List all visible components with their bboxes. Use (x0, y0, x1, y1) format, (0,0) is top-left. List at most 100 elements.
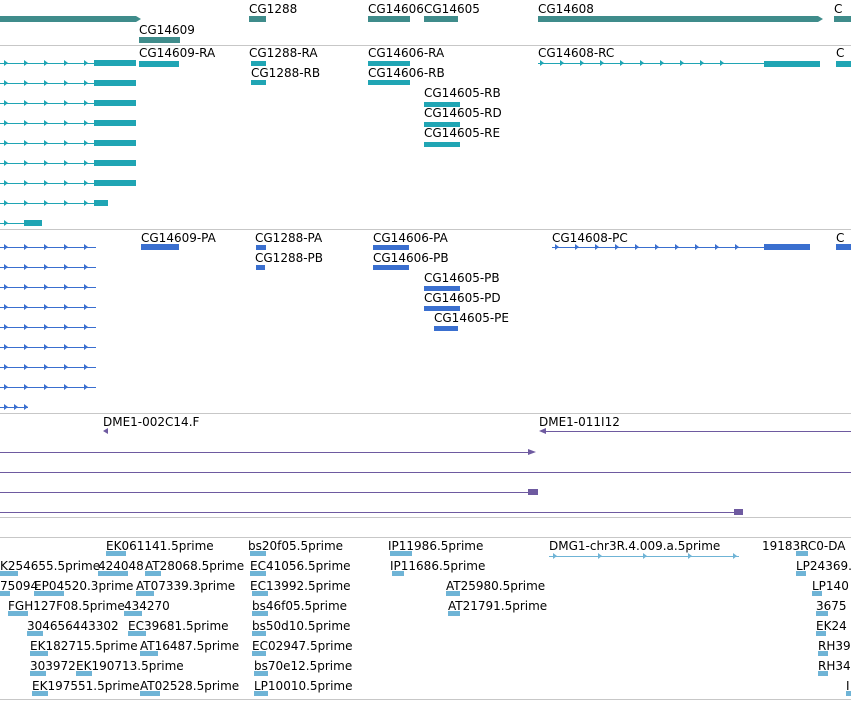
gene-label-cg1288[interactable]: CG1288 (249, 2, 298, 16)
est-label[interactable]: EK197551.5prime (32, 679, 140, 693)
gene-label-cg14608[interactable]: CG14608 (538, 2, 594, 16)
est-label[interactable]: EP04520.3prime (34, 579, 134, 593)
protein-model-cg14605-pe[interactable] (434, 326, 458, 331)
transcript-model-cg14606-rb[interactable] (368, 80, 410, 85)
gene-label-cg14609[interactable]: CG14609 (139, 23, 195, 37)
est-label[interactable]: AT21791.5prime (448, 599, 548, 613)
est-label[interactable]: EK182715.5prime (30, 639, 138, 653)
est-label[interactable]: 304656443302 (27, 619, 119, 633)
transcript-model-cg1288-ra[interactable] (251, 61, 266, 66)
protein-model-cg14606-pb[interactable] (373, 265, 409, 270)
est-label[interactable]: 424048 (98, 559, 144, 573)
protein-model-cg14609-pa[interactable] (141, 244, 179, 250)
transcript-model-cg1288-rb[interactable] (251, 80, 266, 85)
strand-arrow-icon (84, 180, 88, 186)
est-label[interactable]: bs20f05.5prime (248, 539, 344, 553)
transcript-label-cg1288-rb[interactable]: CG1288-RB (251, 66, 321, 80)
transcript-model-cg14605-re[interactable] (424, 142, 460, 147)
gene-bar-cg14608[interactable] (538, 16, 818, 22)
protein-model-cg1288-pb[interactable] (256, 265, 265, 270)
protein-model-cg1288-pa[interactable] (256, 245, 266, 250)
clone-label-dme1-002c14-f[interactable]: DME1-002C14.F (103, 415, 200, 429)
protein-label-cg14606-pb[interactable]: CG14606-PB (373, 251, 449, 265)
protein-label-edge[interactable]: C (836, 231, 845, 245)
protein-model-cg14606-pa[interactable] (373, 245, 409, 250)
protein-model-cg14605-pb[interactable] (424, 286, 460, 291)
transcript-label-cg1288-ra[interactable]: CG1288-RA (249, 46, 318, 60)
est-label[interactable]: bs70e12.5prime (254, 659, 353, 673)
est-label[interactable]: 19183RC0-DA (762, 539, 846, 553)
est-label[interactable]: IP11986.5prime (388, 539, 484, 553)
est-label[interactable]: AT25980.5prime (446, 579, 546, 593)
clone-line[interactable] (0, 512, 734, 513)
est-label[interactable]: bs46f05.5prime (252, 599, 348, 613)
transcript-label-cg14605-rd[interactable]: CG14605-RD (424, 106, 502, 120)
gene-bar-cg14609[interactable] (0, 16, 136, 22)
protein-model-cg14605-pd[interactable] (424, 306, 460, 311)
clone-line-dme1-011i12[interactable] (545, 431, 851, 432)
est-label[interactable]: EC41056.5prime (250, 559, 351, 573)
est-label[interactable]: RH34 (818, 659, 851, 673)
gene-bar-cg14605[interactable] (424, 16, 458, 22)
est-label[interactable]: LP140 (812, 579, 849, 593)
est-label[interactable]: EC13992.5prime (250, 579, 351, 593)
transcript-label-cg14606-ra[interactable]: CG14606-RA (368, 46, 445, 60)
protein-label-cg14608-pc[interactable]: CG14608-PC (552, 231, 628, 245)
transcript-label-cg14605-re[interactable]: CG14605-RE (424, 126, 501, 140)
protein-label-cg14605-pd[interactable]: CG14605-PD (424, 291, 501, 305)
gene-label-edge[interactable]: C (834, 2, 843, 16)
protein-label-cg14605-pb[interactable]: CG14605-PB (424, 271, 500, 285)
protein-label-cg14606-pa[interactable]: CG14606-PA (373, 231, 448, 245)
protein-label-cg1288-pa[interactable]: CG1288-PA (255, 231, 323, 245)
protein-label-cg1288-pb[interactable]: CG1288-PB (255, 251, 324, 265)
est-label[interactable]: 75094 (0, 579, 39, 593)
est-label[interactable]: AT02528.5prime (140, 679, 240, 693)
gene-bar-cg14606[interactable] (368, 16, 410, 22)
protein-model-cg14608-pc[interactable] (764, 244, 810, 250)
transcript-label-cg14605-rb[interactable]: CG14605-RB (424, 86, 501, 100)
est-label[interactable]: 303972 (30, 659, 76, 673)
gene-bar-cg1288[interactable] (249, 16, 266, 22)
transcript-label-cg14609-ra[interactable]: CG14609-RA (139, 46, 216, 60)
transcript-exon-block (94, 100, 136, 106)
est-label[interactable]: bs50d10.5prime (252, 619, 351, 633)
transcript-model-cg14605-rd[interactable] (424, 122, 460, 127)
est-label[interactable]: FGH127F08.5prime (8, 599, 125, 613)
clone-line[interactable] (0, 452, 528, 453)
transcript-model-cg14605-rb[interactable] (424, 102, 460, 107)
protein-model-edge[interactable] (836, 244, 851, 250)
gene-label-cg14605[interactable]: CG14605 (424, 2, 480, 16)
est-label[interactable]: IP11686.5prime (390, 559, 486, 573)
est-label[interactable]: I (846, 679, 850, 693)
est-label[interactable]: EK24 (816, 619, 847, 633)
clone-line[interactable] (0, 492, 528, 493)
est-label[interactable]: AT28068.5prime (145, 559, 245, 573)
protein-label-cg14609-pa[interactable]: CG14609-PA (141, 231, 216, 245)
est-label[interactable]: LP24369. (796, 559, 851, 573)
transcript-model-edge[interactable] (836, 61, 851, 67)
transcript-model-cg14606-ra[interactable] (368, 61, 410, 66)
est-label[interactable]: RH39 (818, 639, 851, 653)
est-label[interactable]: LP10010.5prime (254, 679, 353, 693)
est-label[interactable]: EK190713.5prime (76, 659, 184, 673)
est-label[interactable]: K254655.5prime (0, 559, 101, 573)
est-label[interactable]: EK061141.5prime (106, 539, 214, 553)
gene-label-cg14606[interactable]: CG14606 (368, 2, 424, 16)
est-label[interactable]: AT07339.3prime (136, 579, 236, 593)
transcript-model-cg14608-rc[interactable] (764, 61, 820, 67)
transcript-label-edge[interactable]: C (836, 46, 845, 60)
transcript-model-cg14609-ra[interactable] (139, 61, 179, 67)
clone-line[interactable] (0, 472, 851, 473)
est-label[interactable]: 434270 (124, 599, 170, 613)
est-label[interactable]: DMG1-chr3R.4.009.a.5prime (549, 539, 721, 553)
est-label[interactable]: 3675 (816, 599, 847, 613)
est-label[interactable]: EC39681.5prime (128, 619, 229, 633)
protein-label-cg14605-pe[interactable]: CG14605-PE (434, 311, 509, 325)
est-label[interactable]: AT16487.5prime (140, 639, 240, 653)
transcript-label-cg14608-rc[interactable]: CG14608-RC (538, 46, 615, 60)
gene-bar-cg14609-b[interactable] (139, 37, 180, 43)
transcript-label-cg14606-rb[interactable]: CG14606-RB (368, 66, 445, 80)
est-label[interactable]: EC02947.5prime (252, 639, 353, 653)
clone-label-dme1-011i12[interactable]: DME1-011I12 (539, 415, 620, 429)
gene-bar-edge[interactable] (834, 16, 851, 22)
